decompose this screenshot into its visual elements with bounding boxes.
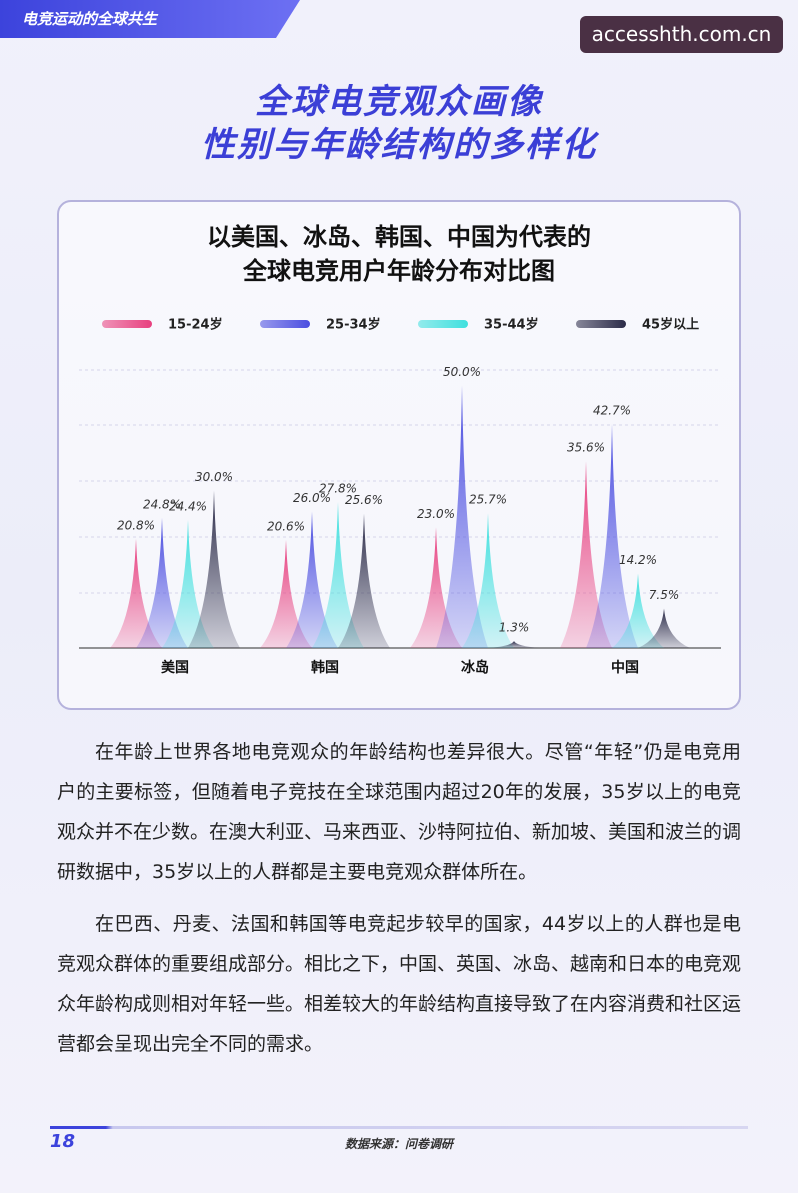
legend-swatch bbox=[418, 320, 468, 328]
value-label: 25.7% bbox=[469, 493, 507, 507]
spike bbox=[338, 513, 390, 648]
value-label: 23.0% bbox=[417, 507, 455, 521]
spike bbox=[488, 641, 540, 648]
body-text: 在年龄上世界各地电竞观众的年龄结构也差异很大。尽管“年轻”仍是电竞用户的主要标签… bbox=[57, 732, 741, 1076]
chart-box: 以美国、冰岛、韩国、中国为代表的 全球电竞用户年龄分布对比图 15-24岁 25-… bbox=[57, 200, 741, 710]
legend-swatch bbox=[102, 320, 152, 328]
value-label: 24.4% bbox=[169, 499, 207, 513]
page-title: 性别与年龄结构的多样化 bbox=[201, 125, 597, 165]
spike bbox=[312, 502, 364, 648]
legend-swatch bbox=[260, 320, 310, 328]
spike bbox=[436, 385, 488, 648]
spike bbox=[188, 490, 240, 648]
watermark: accesshth.com.cn bbox=[580, 16, 783, 53]
chart-title: 全球电竞用户年龄分布对比图 bbox=[242, 257, 555, 285]
value-label: 26.0% bbox=[293, 491, 331, 505]
spike bbox=[638, 608, 690, 648]
spike bbox=[286, 511, 338, 648]
source-note: 数据来源：问卷调研 bbox=[344, 1137, 453, 1151]
spike bbox=[560, 461, 612, 648]
value-label: 30.0% bbox=[195, 470, 233, 484]
value-label: 35.6% bbox=[567, 441, 605, 455]
value-label: 20.6% bbox=[267, 519, 305, 533]
value-label: 27.8% bbox=[319, 482, 357, 496]
legend-label: 45岁以上 bbox=[642, 317, 699, 333]
legend-swatch bbox=[576, 320, 626, 328]
page-number: 18 bbox=[50, 1131, 76, 1152]
page-title: 全球电竞观众画像 bbox=[255, 82, 543, 122]
legend-label: 25-34岁 bbox=[326, 317, 381, 333]
footer-rule bbox=[50, 1126, 748, 1129]
value-label: 1.3% bbox=[499, 621, 530, 635]
x-tick-label: 韩国 bbox=[311, 659, 339, 676]
x-tick-label: 冰岛 bbox=[461, 659, 489, 676]
value-label: 50.0% bbox=[443, 365, 481, 379]
value-label: 7.5% bbox=[649, 588, 680, 602]
value-label: 24.8% bbox=[143, 497, 181, 511]
paragraph: 在巴西、丹麦、法国和韩国等电竞起步较早的国家，44岁以上的人群也是电竞观众群体的… bbox=[57, 913, 742, 1055]
legend-label: 35-44岁 bbox=[484, 317, 539, 333]
spike bbox=[162, 519, 214, 648]
legend-label: 15-24岁 bbox=[168, 317, 223, 333]
spike bbox=[462, 513, 514, 648]
spike bbox=[612, 573, 664, 648]
section-tag: 电竞运动的全球共生 bbox=[0, 0, 300, 38]
x-tick-label: 美国 bbox=[161, 659, 189, 676]
value-label: 25.6% bbox=[345, 493, 383, 507]
paragraph: 在年龄上世界各地电竞观众的年龄结构也差异很大。尽管“年轻”仍是电竞用户的主要标签… bbox=[57, 741, 742, 883]
spike bbox=[410, 527, 462, 648]
spike bbox=[110, 538, 162, 648]
value-label: 14.2% bbox=[619, 553, 657, 567]
chart: 以美国、冰岛、韩国、中国为代表的 全球电竞用户年龄分布对比图 15-24岁 25-… bbox=[79, 223, 721, 676]
value-label: 20.8% bbox=[117, 518, 155, 532]
spike bbox=[586, 423, 638, 648]
chart-title: 以美国、冰岛、韩国、中国为代表的 bbox=[207, 223, 591, 251]
x-tick-label: 中国 bbox=[611, 659, 639, 676]
spike bbox=[136, 517, 188, 648]
value-label: 42.7% bbox=[593, 403, 631, 417]
spike bbox=[260, 539, 312, 648]
